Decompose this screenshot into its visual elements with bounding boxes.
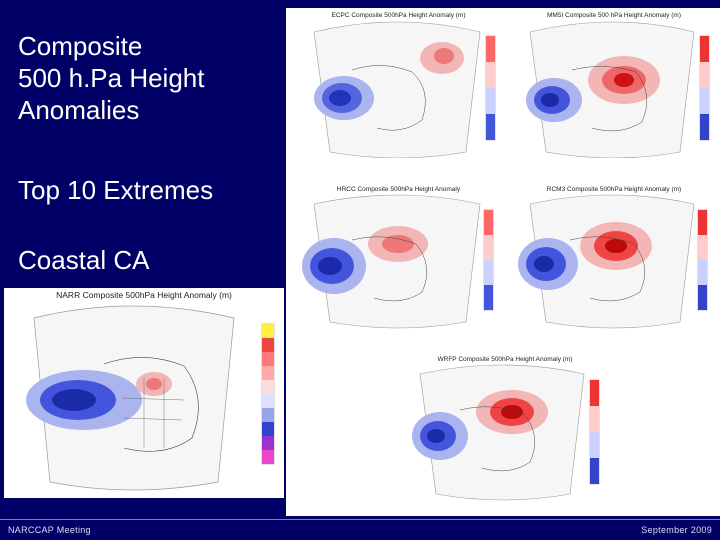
title-line-3: Anomalies [18, 95, 140, 125]
title-line-1: Composite [18, 31, 143, 61]
footer-date-label: September 2009 [641, 525, 712, 535]
map-graphic-mm5i [526, 21, 710, 158]
map-narr: NARR Composite 500hPa Height Anomaly (m) [4, 288, 284, 498]
footer-divider [0, 519, 720, 520]
map-title-mm5i: MM5I Composite 500 hPa Height Anomaly (m… [546, 12, 682, 19]
map-hrcc: HRCC Composite 500hPa Height Anomaly [292, 184, 505, 329]
map-graphic-wrfp [412, 364, 600, 501]
map-mm5i: MM5I Composite 500 hPa Height Anomaly (m… [508, 10, 720, 158]
footer-meeting-label: NARCCAP Meeting [8, 525, 91, 535]
subtitle-coastal-ca: Coastal CA [18, 245, 150, 275]
map-graphic-hrcc [302, 194, 494, 329]
subtitle-top-extremes: Top 10 Extremes [18, 175, 214, 205]
map-title-rcm3: RCM3 Composite 500hPa Height Anomaly (m) [546, 186, 682, 193]
slide-title: Composite 500 h.Pa Height Anomalies [18, 30, 278, 126]
map-graphic-rcm3 [518, 194, 708, 329]
map-title-narr: NARR Composite 500hPa Height Anomaly (m) [56, 290, 232, 300]
title-line-2: 500 h.Pa Height [18, 63, 205, 93]
map-graphic-narr [26, 305, 275, 491]
map-rcm3: RCM3 Composite 500hPa Height Anomaly (m) [508, 184, 720, 329]
map-graphic-ecpc [313, 21, 496, 158]
map-wrfp: WRFP Composite 500hPa Height Anomaly (m) [400, 354, 610, 502]
map-title-ecpc: ECPC Composite 500hPa Height Anomaly (m) [331, 12, 466, 19]
map-title-wrfp: WRFP Composite 500hPa Height Anomaly (m) [437, 356, 573, 363]
map-ecpc: ECPC Composite 500hPa Height Anomaly (m) [292, 10, 505, 158]
map-title-hrcc: HRCC Composite 500hPa Height Anomaly [336, 186, 461, 193]
